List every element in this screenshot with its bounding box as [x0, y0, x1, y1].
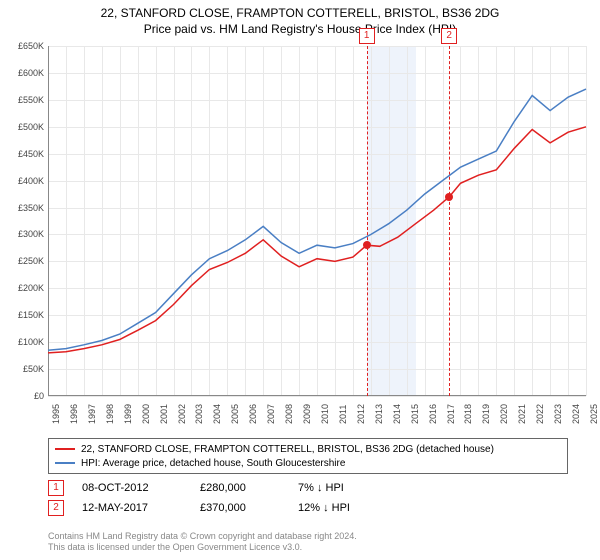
x-tick-label: 2009	[302, 404, 312, 424]
footer-line: Contains HM Land Registry data © Crown c…	[48, 531, 357, 543]
event-row: 2 12-MAY-2017 £370,000 12% ↓ HPI	[48, 498, 438, 518]
event-price: £370,000	[200, 502, 280, 514]
plot-area: 12	[48, 46, 586, 396]
x-tick-label: 2003	[194, 404, 204, 424]
x-tick-label: 2021	[517, 404, 527, 424]
x-tick-label: 2005	[230, 404, 240, 424]
events-table: 1 08-OCT-2012 £280,000 7% ↓ HPI 2 12-MAY…	[48, 478, 438, 518]
x-tick-label: 1995	[51, 404, 61, 424]
event-diff-pct: 7%	[298, 482, 314, 494]
y-tick-label: £450K	[4, 149, 44, 159]
series-line	[48, 89, 586, 350]
x-tick-label: 1997	[87, 404, 97, 424]
x-tick-label: 1996	[69, 404, 79, 424]
y-tick-label: £550K	[4, 95, 44, 105]
y-tick-label: £400K	[4, 176, 44, 186]
title-block: 22, STANFORD CLOSE, FRAMPTON COTTERELL, …	[0, 0, 600, 36]
gridline-h	[48, 396, 586, 397]
x-tick-label: 2025	[589, 404, 599, 424]
x-tick-label: 2002	[177, 404, 187, 424]
x-tick-label: 2012	[356, 404, 366, 424]
x-tick-label: 1998	[105, 404, 115, 424]
x-tick-label: 2017	[446, 404, 456, 424]
event-date: 08-OCT-2012	[82, 482, 182, 494]
event-diff: 7% ↓ HPI	[298, 482, 438, 494]
event-diff-label: HPI	[332, 502, 350, 514]
y-tick-label: £250K	[4, 256, 44, 266]
event-marker	[363, 241, 371, 249]
chart-container: 22, STANFORD CLOSE, FRAMPTON COTTERELL, …	[0, 0, 600, 560]
line-series-svg	[48, 46, 586, 396]
series-line	[48, 127, 586, 353]
y-tick-label: £350K	[4, 203, 44, 213]
event-label-box: 2	[441, 28, 457, 44]
x-tick-label: 2000	[141, 404, 151, 424]
y-tick-label: £0	[4, 391, 44, 401]
event-label-box: 1	[359, 28, 375, 44]
x-tick-label: 2018	[463, 404, 473, 424]
x-tick-label: 1999	[123, 404, 133, 424]
x-tick-label: 2014	[392, 404, 402, 424]
x-tick-label: 2011	[338, 405, 348, 424]
legend-label: HPI: Average price, detached house, Sout…	[81, 458, 345, 469]
y-tick-label: £600K	[4, 68, 44, 78]
x-tick-label: 2013	[374, 404, 384, 424]
y-tick-label: £650K	[4, 41, 44, 51]
x-tick-label: 2015	[410, 404, 420, 424]
event-diff: 12% ↓ HPI	[298, 502, 438, 514]
x-tick-label: 2022	[535, 404, 545, 424]
x-tick-label: 2020	[499, 404, 509, 424]
x-tick-label: 2023	[553, 404, 563, 424]
event-date: 12-MAY-2017	[82, 502, 182, 514]
arrow-down-icon: ↓	[317, 482, 323, 494]
y-tick-label: £200K	[4, 283, 44, 293]
legend-item: HPI: Average price, detached house, Sout…	[55, 456, 561, 470]
x-tick-label: 2019	[481, 404, 491, 424]
event-marker	[445, 193, 453, 201]
x-tick-label: 2010	[320, 404, 330, 424]
y-tick-label: £500K	[4, 122, 44, 132]
x-tick-label: 2008	[284, 404, 294, 424]
y-tick-label: £50K	[4, 364, 44, 374]
x-tick-label: 2016	[428, 404, 438, 424]
legend-item: 22, STANFORD CLOSE, FRAMPTON COTTERELL, …	[55, 442, 561, 456]
legend: 22, STANFORD CLOSE, FRAMPTON COTTERELL, …	[48, 438, 568, 474]
chart-title: 22, STANFORD CLOSE, FRAMPTON COTTERELL, …	[0, 6, 600, 20]
x-tick-label: 2001	[159, 404, 169, 424]
footer-attribution: Contains HM Land Registry data © Crown c…	[48, 531, 357, 554]
gridline-v	[586, 46, 587, 396]
chart-subtitle: Price paid vs. HM Land Registry's House …	[0, 22, 600, 36]
legend-swatch	[55, 462, 75, 464]
arrow-down-icon: ↓	[323, 502, 329, 514]
event-diff-pct: 12%	[298, 502, 320, 514]
x-tick-label: 2004	[212, 404, 222, 424]
y-tick-label: £300K	[4, 229, 44, 239]
event-number-box: 1	[48, 480, 64, 496]
x-tick-label: 2007	[266, 404, 276, 424]
x-tick-label: 2006	[248, 404, 258, 424]
legend-label: 22, STANFORD CLOSE, FRAMPTON COTTERELL, …	[81, 444, 494, 455]
y-tick-label: £150K	[4, 310, 44, 320]
event-price: £280,000	[200, 482, 280, 494]
x-tick-label: 2024	[571, 404, 581, 424]
event-diff-label: HPI	[326, 482, 344, 494]
y-tick-label: £100K	[4, 337, 44, 347]
footer-line: This data is licensed under the Open Gov…	[48, 542, 357, 554]
event-row: 1 08-OCT-2012 £280,000 7% ↓ HPI	[48, 478, 438, 498]
legend-swatch	[55, 448, 75, 450]
event-number-box: 2	[48, 500, 64, 516]
